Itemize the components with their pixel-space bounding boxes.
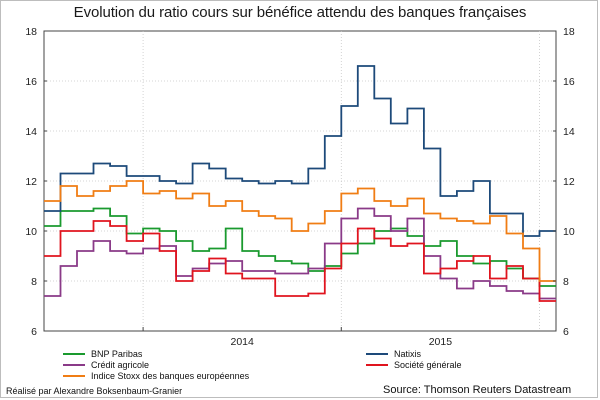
legend-item-bnp-paribas: BNP Paribas [63, 349, 142, 359]
y-tick-label-right: 14 [563, 126, 575, 138]
y-tick-label-left: 16 [25, 76, 37, 88]
legend-label-natixis: Natixis [394, 349, 422, 359]
y-tick-label-right: 16 [563, 76, 575, 88]
y-tick-label-right: 18 [563, 26, 575, 38]
series-line-natixis [44, 65, 556, 237]
series-line-societe-generale [44, 220, 556, 302]
y-tick-label-left: 12 [25, 176, 37, 188]
axis-layer: 6 6 8 8 10 10 12 12 14 14 16 16 18 18 2014 2015 [25, 26, 575, 348]
legend-label-stoxx: Indice Stoxx des banques européennes [91, 371, 250, 381]
legend-item-stoxx: Indice Stoxx des banques européennes [63, 371, 249, 381]
legend-label-credit-agricole: Crédit agricole [91, 360, 150, 370]
legend-item-societe-generale: Société générale [366, 360, 462, 370]
legend-item-credit-agricole: Crédit agricole [63, 360, 149, 370]
series-line-indice-stoxx-des-banques-europeennes [44, 180, 556, 282]
source-label: Source: Thomson Reuters Datastream [383, 384, 572, 396]
series-layer [44, 65, 556, 302]
chart-title: Evolution du ratio cours sur bénéfice at… [73, 4, 527, 21]
legend-swatch-natixis [366, 352, 388, 355]
y-tick-label-right: 8 [563, 276, 569, 288]
y-tick-label-left: 6 [31, 326, 37, 338]
x-tick-label-2015: 2015 [429, 336, 453, 348]
legend-swatch-societe-generale [366, 363, 388, 366]
credit-label: Réalisé par Alexandre Boksenbaum-Granier [6, 386, 183, 396]
y-tick-label-left: 18 [25, 26, 37, 38]
legend-swatch-stoxx [63, 374, 85, 377]
y-tick-label-right: 10 [563, 226, 575, 238]
y-tick-label-left: 14 [25, 126, 37, 138]
y-tick-label-right: 12 [563, 176, 575, 188]
legend-swatch-bnp-paribas [63, 352, 85, 355]
x-tick-label-2014: 2014 [231, 336, 255, 348]
legend-swatch-credit-agricole [63, 363, 85, 366]
y-tick-label-left: 8 [31, 276, 37, 288]
y-tick-label-right: 6 [563, 326, 569, 338]
y-tick-label-left: 10 [25, 226, 37, 238]
legend-item-natixis: Natixis [366, 349, 421, 359]
series-line-credit-agricole [44, 207, 556, 300]
legend-label-bnp-paribas: BNP Paribas [91, 349, 143, 359]
legend-label-societe-generale: Société générale [394, 360, 462, 370]
